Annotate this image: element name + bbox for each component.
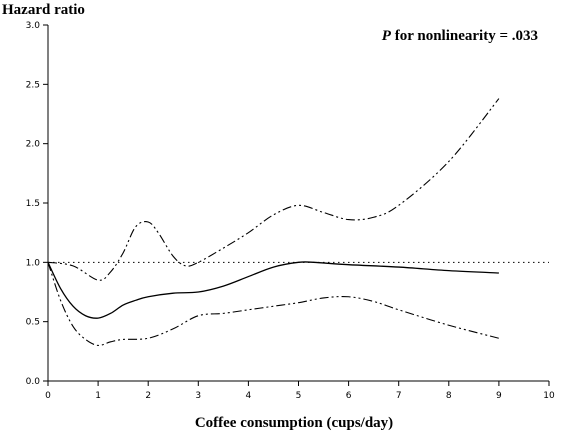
y-tick-label: 0.0 <box>26 377 41 387</box>
x-tick-label: 1 <box>95 391 101 401</box>
lower-confidence-line <box>47 262 500 346</box>
y-tick-label: 2.5 <box>26 80 40 90</box>
annotation-p: P <box>382 28 392 44</box>
x-tick-label: 10 <box>543 391 555 401</box>
y-axis-title: Hazard ratio <box>2 2 85 18</box>
x-tick-label: 6 <box>346 391 352 401</box>
x-tick-label: 5 <box>296 391 302 401</box>
y-tick-label: 3.0 <box>26 21 41 31</box>
x-tick-label: 2 <box>145 391 151 401</box>
x-axis-title: Coffee consumption (cups/day) <box>195 415 393 431</box>
x-tick-label: 9 <box>496 391 502 401</box>
y-tick-label: 0.5 <box>26 318 40 328</box>
y-tick-label: 1.5 <box>26 199 40 209</box>
x-tick-label: 8 <box>446 391 452 401</box>
upper-confidence-line <box>47 98 500 281</box>
y-tick-label: 1.0 <box>26 258 41 268</box>
x-tick-label: 7 <box>396 391 402 401</box>
y-tick-label: 2.0 <box>26 140 41 150</box>
x-tick-label: 3 <box>195 391 201 401</box>
plot-area: 0.0 0.5 1.0 1.5 2.0 2.5 3.0 0 1 2 3 4 5 6 7 8 9 10 <box>26 21 555 401</box>
x-tick-label: 4 <box>246 391 252 401</box>
annotation-text: for nonlinearity = .033 <box>391 28 538 44</box>
hazard-ratio-estimate-line <box>47 261 499 319</box>
x-tick-label: 0 <box>45 391 51 401</box>
nonlinearity-annotation: P for nonlinearity = .033 <box>382 28 538 44</box>
